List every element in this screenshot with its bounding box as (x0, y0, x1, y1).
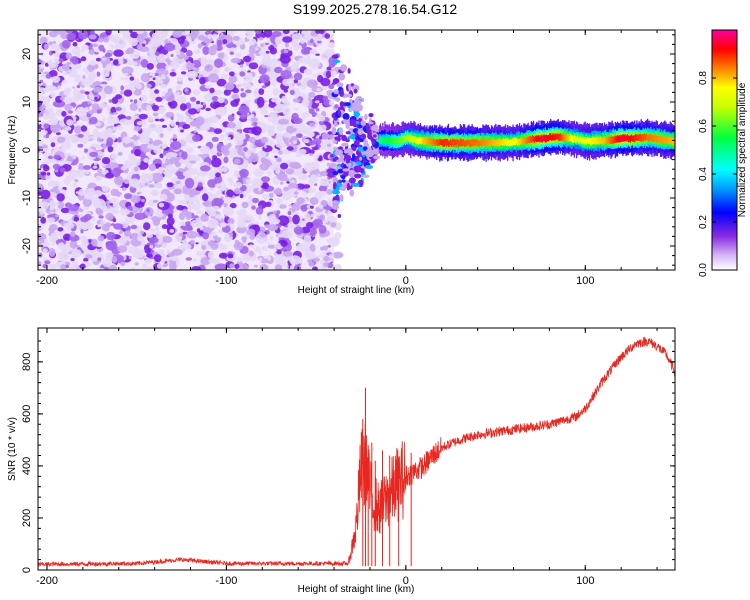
ridge-point (583, 139, 588, 144)
spectrogram-frame (37, 29, 676, 271)
spectrogram-ylabel: Frequency (Hz) (7, 116, 18, 185)
snr-series-line (38, 336, 675, 568)
snr-panel: -200 -100 0 100 0 200 400 600 800 Height of stra… (7, 327, 676, 595)
colorbar-frame (711, 29, 738, 271)
snr-xtick-label: 0 (403, 575, 409, 587)
spectrogram-ytick-label: 0 (21, 147, 33, 153)
spectrogram-image (38, 30, 675, 270)
ridge-point (422, 139, 426, 144)
spectrogram-ytick-label: -10 (21, 190, 33, 206)
spectrogram-xtick-label: 0 (403, 275, 409, 287)
snr-xtick-label: -200 (36, 575, 58, 587)
ridge-point (395, 139, 399, 144)
colorbar-label: Normalized spectral amplitude (737, 82, 748, 217)
ridge-band (377, 118, 675, 162)
snr-ytick-label: 800 (21, 353, 33, 371)
ridge-point (619, 136, 623, 141)
snr-xtick-label: -100 (215, 575, 237, 587)
spectrogram-xtick-label: -100 (215, 275, 237, 287)
spectrogram-ytick-label: 20 (21, 48, 33, 60)
spectrogram-ytick-label: -20 (21, 238, 33, 254)
ridge-point (511, 140, 516, 145)
ridge-point (601, 138, 605, 143)
snr-xtick-label: 100 (576, 575, 594, 587)
spectrogram-ytick-label: 10 (21, 96, 33, 108)
snr-ylabel: SNR (10 * v/v) (7, 417, 18, 481)
snr-ytick-label: 200 (21, 509, 33, 527)
snr-frame (37, 327, 676, 571)
colorbar-tick-label: 0.4 (698, 167, 709, 181)
snr-ytick-label: 600 (21, 405, 33, 423)
spectrogram-xlabel: Height of straight line (km) (298, 285, 415, 296)
colorbar-tick-label: 0.8 (698, 71, 709, 85)
snr-ytick-label: 400 (21, 457, 33, 475)
colorbar: 0.0 0.2 0.4 0.6 0.8 Normalized spectral ampl… (698, 29, 748, 277)
ridge-point (574, 137, 579, 141)
ridge-point (439, 141, 444, 145)
ridge-point (646, 135, 650, 140)
figure-title: S199.2025.278.16.54.G12 (293, 1, 457, 17)
spectrogram-xtick-label: -200 (36, 275, 58, 287)
ridge-point (475, 141, 480, 145)
noise-blobs (38, 30, 344, 270)
transition-blobs (331, 54, 383, 218)
colorbar-tick-label: 0.0 (698, 263, 709, 277)
ridge-point (404, 136, 408, 140)
ridge-point (556, 134, 561, 139)
colorbar-tick-label: 0.6 (698, 119, 709, 133)
spectrogram-xtick-label: 100 (576, 275, 594, 287)
snr-ytick-label: 0 (21, 567, 33, 573)
ridge-point (377, 138, 381, 143)
colorbar-tick-label: 0.2 (698, 215, 709, 229)
ridge-point (538, 136, 543, 141)
colorbar-gradient (712, 30, 737, 270)
snr-xlabel: Height of straight line (km) (298, 584, 415, 595)
